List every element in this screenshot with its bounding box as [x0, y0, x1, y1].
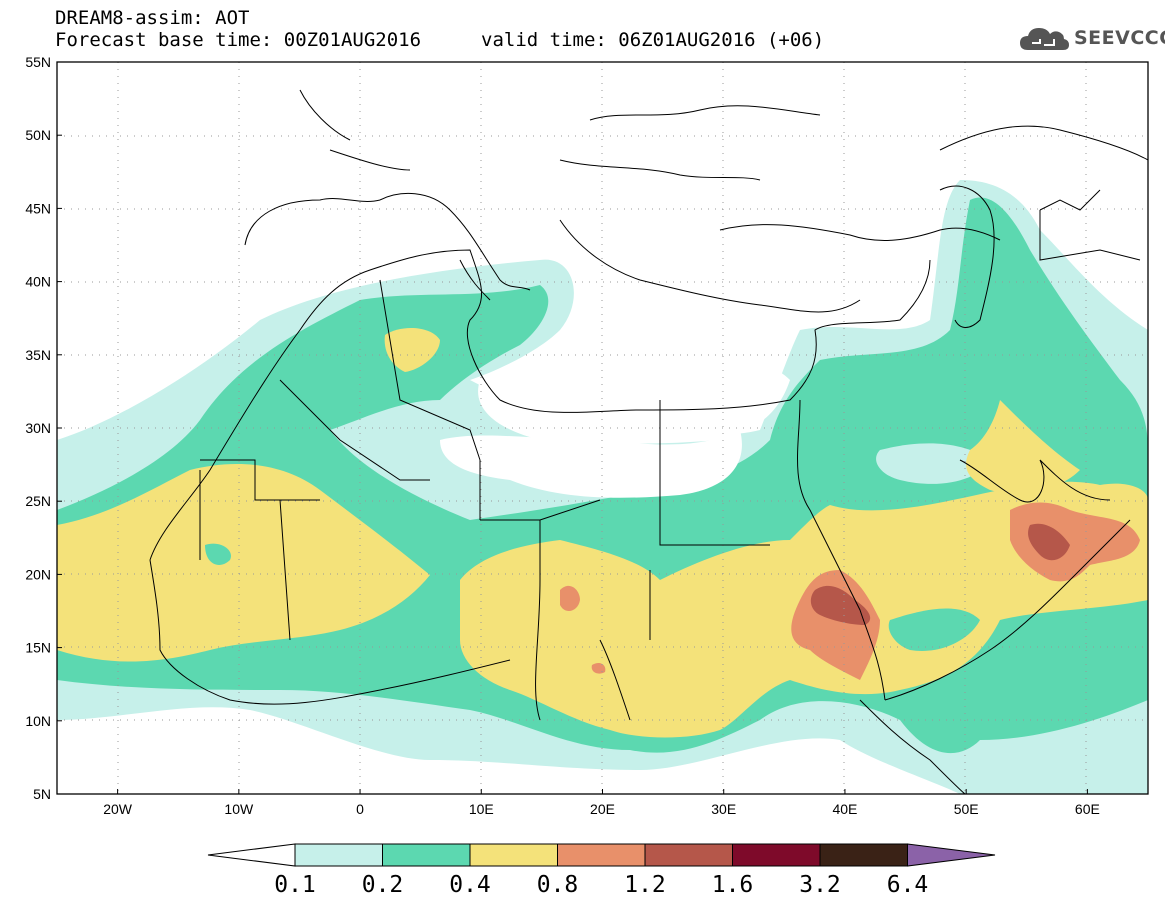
lat-label: 45N	[25, 200, 51, 216]
lat-label: 20N	[25, 566, 51, 582]
aot-band-1.2	[810, 585, 871, 625]
colorbar	[207, 843, 996, 867]
colorbar-label: 6.4	[886, 872, 929, 898]
lon-label: 20E	[590, 801, 615, 817]
aot-contours	[57, 180, 1148, 794]
colorbar-label: 3.2	[799, 872, 841, 898]
lat-label: 30N	[25, 420, 51, 436]
valid-time: valid time: 06Z01AUG2016 (+06)	[481, 29, 825, 51]
lon-label: 20W	[103, 801, 133, 817]
lat-axis-labels: 55N 50N 45N 40N 35N 30N 25N 20N 15N 10N 5N	[25, 54, 62, 802]
colorbar-label: 0.4	[449, 872, 491, 898]
lon-label: 30E	[711, 801, 736, 817]
lon-label: 0	[356, 801, 364, 817]
gridlines	[57, 62, 1148, 794]
cloud-icon	[1020, 28, 1069, 50]
colorbar-underflow	[207, 843, 296, 867]
aot-band-0.4	[57, 464, 430, 662]
lat-label: 50N	[25, 127, 51, 143]
logo-text: SEEVCCC	[1074, 27, 1165, 49]
coastlines	[149, 89, 1148, 794]
lon-label: 10E	[469, 801, 494, 817]
base-time: Forecast base time: 00Z01AUG2016	[55, 29, 422, 51]
colorbar-overflow	[907, 843, 996, 867]
colorbar-label: 1.2	[624, 872, 666, 898]
colorbar-segment	[557, 843, 646, 867]
lat-label: 10N	[25, 713, 51, 729]
colorbar-segment	[644, 843, 733, 867]
lon-axis-labels: 20W 10W 0 10E 20E 30E 40E 50E 60E	[103, 789, 1100, 817]
lat-label: 5N	[33, 786, 51, 802]
colorbar-label: 1.6	[711, 872, 754, 898]
lon-label: 40E	[832, 801, 857, 817]
lon-label: 50E	[954, 801, 979, 817]
lon-label: 60E	[1075, 801, 1100, 817]
colorbar-segment	[294, 843, 383, 867]
colorbar-segment	[469, 843, 558, 867]
lat-label: 15N	[25, 640, 51, 656]
colorbar-label: 0.2	[361, 872, 404, 898]
lon-label: 10W	[224, 801, 254, 817]
lat-label: 35N	[25, 347, 51, 363]
colorbar-label: 0.1	[274, 872, 316, 898]
colorbar-segment	[819, 843, 908, 867]
model-title: DREAM8-assim: AOT	[55, 7, 250, 29]
seevccc-logo: SEEVCCC	[1018, 24, 1165, 54]
colorbar-segment	[382, 843, 471, 867]
colorbar-label: 0.8	[536, 872, 579, 898]
colorbar-segment	[732, 843, 821, 867]
lat-label: 25N	[25, 493, 51, 509]
lat-label: 55N	[25, 54, 51, 70]
lat-label: 40N	[25, 274, 51, 290]
